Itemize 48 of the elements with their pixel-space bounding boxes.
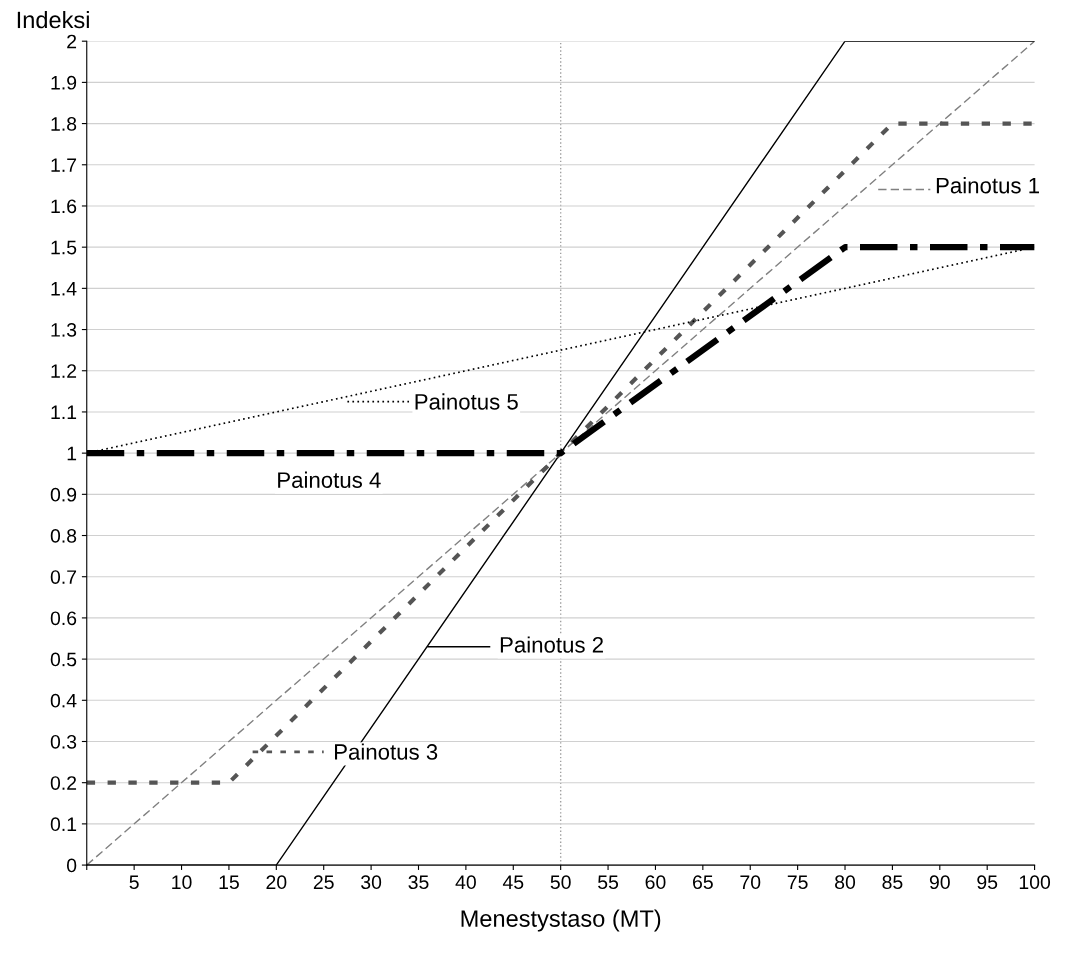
x-tick-label: 15	[219, 875, 239, 890]
x-tick-label: 5	[129, 875, 139, 890]
y-tick-label: 0.8	[50, 528, 77, 543]
x-tick-label: 45	[502, 875, 524, 890]
x-tick-label: 10	[172, 875, 192, 890]
x-tick-label: 55	[598, 875, 619, 890]
y-tick-label: 0	[66, 858, 77, 873]
y-tick-label: 0.7	[50, 570, 77, 584]
x-tick-label: 70	[740, 875, 761, 890]
series-label: Painotus 4	[278, 471, 381, 488]
y-axis-title: Indeksi	[17, 10, 89, 29]
x-tick-label: 25	[313, 875, 334, 890]
x-axis-title: Menestystaso (MT)	[461, 909, 661, 932]
y-tick-label: 1.8	[51, 117, 77, 131]
y-tick-label: 1.6	[51, 199, 77, 214]
x-tick-label: 20	[266, 875, 287, 890]
y-tick-label: 1.9	[51, 75, 77, 90]
x-tick-label: 90	[929, 875, 950, 890]
legend-label: Painotus 2	[500, 636, 603, 653]
y-tick-label: 0.4	[50, 693, 77, 708]
y-tick-label: 0.3	[50, 734, 77, 749]
legend-label: Painotus 3	[335, 743, 438, 760]
y-tick-label: 0.2	[50, 776, 77, 790]
x-tick-label: 60	[645, 875, 666, 890]
y-tick-label: 1.3	[51, 323, 77, 337]
y-tick-label: 0.9	[50, 487, 77, 502]
x-tick-label: 85	[882, 875, 903, 890]
y-tick-label: 0.5	[50, 652, 77, 667]
y-tick-label: 0.6	[50, 611, 77, 626]
legend-label: Painotus 1	[936, 177, 1039, 194]
legend-label: Painotus 5	[415, 393, 518, 410]
x-tick-label: 75	[787, 875, 808, 890]
x-tick-label: 40	[455, 875, 476, 890]
x-tick-label: 65	[693, 875, 713, 890]
y-tick-label: 0.1	[50, 817, 77, 832]
x-tick-label: 50	[550, 875, 571, 890]
y-tick-label: 1.2	[51, 364, 77, 378]
y-tick-label: 1.7	[51, 158, 77, 172]
y-tick-label: 1.5	[51, 240, 77, 255]
y-tick-label: 1.1	[51, 405, 77, 419]
y-tick-label: 1.4	[51, 282, 77, 296]
y-tick-label: 2	[67, 34, 77, 49]
x-tick-label: 95	[977, 875, 998, 890]
x-tick-label: 30	[361, 875, 382, 890]
x-tick-label: 100	[1019, 875, 1051, 890]
x-tick-label: 35	[408, 875, 429, 890]
x-tick-label: 80	[835, 875, 856, 890]
y-tick-label: 1	[67, 446, 77, 461]
